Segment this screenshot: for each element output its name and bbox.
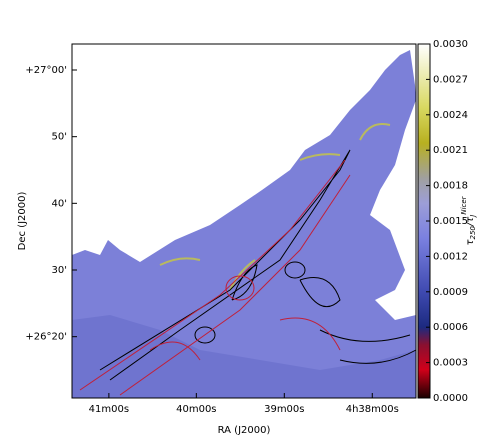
colorbar-tick-label: 0.0006 bbox=[433, 322, 468, 333]
yellow-patches bbox=[159, 123, 391, 291]
colorbar-tick-label: 0.0021 bbox=[433, 145, 468, 156]
contours-black bbox=[99, 149, 417, 381]
colorbar-label: τ250/τJNicer bbox=[460, 195, 477, 245]
y-axis-label: Dec (J2000) bbox=[17, 192, 28, 251]
colorbar-tick-label: 0.0027 bbox=[433, 74, 468, 85]
y-tick-label: +27°00' bbox=[25, 65, 67, 76]
y-tick-label: 50' bbox=[52, 132, 67, 143]
colorbar-tick-label: 0.0024 bbox=[433, 110, 468, 121]
y-tick-label: +26°20' bbox=[25, 332, 67, 343]
map-shade bbox=[72, 315, 416, 398]
colorbar-tick-label: 0.0009 bbox=[433, 287, 468, 298]
x-tick-label: 40m00s bbox=[176, 404, 216, 415]
x-tick-label: 4h38m00s bbox=[346, 404, 399, 415]
x-tick-label: 41m00s bbox=[89, 404, 129, 415]
colorbar-tick-label: 0.0012 bbox=[433, 251, 468, 262]
colorbar-tick-label: 0.0018 bbox=[433, 181, 468, 192]
colorbar-tick-label: 0.0000 bbox=[433, 393, 468, 404]
colorbar-tick-label: 0.0030 bbox=[433, 39, 468, 50]
colorbar-tick-label: 0.0015 bbox=[433, 216, 468, 227]
map-image bbox=[71, 43, 417, 399]
x-tick-label: 39m00s bbox=[264, 404, 304, 415]
y-tick-label: 30' bbox=[52, 265, 67, 276]
cbar-label-part: /τ bbox=[465, 216, 476, 227]
cbar-label-part: τ bbox=[465, 239, 476, 246]
cbar-label-part: J bbox=[469, 215, 477, 219]
map-region bbox=[72, 50, 416, 398]
x-axis-label: RA (J2000) bbox=[218, 425, 271, 436]
contours-red bbox=[79, 159, 351, 396]
colorbar-tick-label: 0.0003 bbox=[433, 358, 468, 369]
cbar-label-part: 250 bbox=[469, 226, 477, 240]
plot-frame bbox=[71, 43, 417, 399]
cbar-label-part: Nicer bbox=[460, 195, 468, 214]
y-tick-label: 40' bbox=[52, 198, 67, 209]
